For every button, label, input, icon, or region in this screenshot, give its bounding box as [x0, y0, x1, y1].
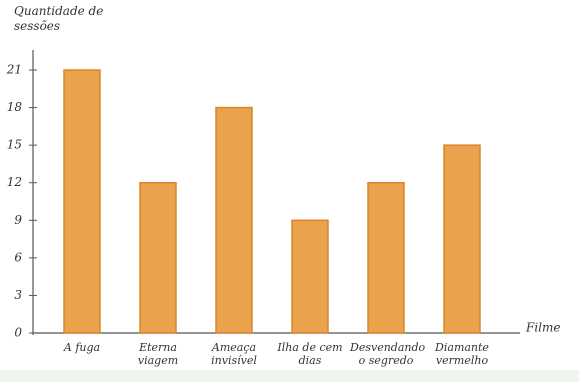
y-tick-label: 21	[6, 63, 22, 77]
y-tick-label: 3	[14, 288, 22, 302]
x-tick-label: Desvendando o segredo	[350, 341, 426, 367]
y-axis-label: Quantidade de sessões	[14, 4, 104, 33]
bar	[215, 106, 253, 334]
bar	[367, 181, 405, 334]
x-tick-label: Ilha de cem dias	[277, 341, 343, 367]
bar	[139, 181, 177, 334]
y-tick-label: 6	[14, 250, 22, 264]
y-tick-label: 18	[7, 100, 23, 114]
x-tick-label: Diamante vermelho	[435, 341, 489, 367]
x-tick-label: A fuga	[63, 341, 101, 354]
y-tick-label: 15	[7, 138, 22, 152]
x-tick-label: Ameaça invisível	[211, 341, 257, 367]
bottom-strip	[0, 370, 579, 382]
x-tick-label: Eterna viagem	[137, 341, 179, 367]
bar	[291, 219, 329, 334]
y-tick-label: 0	[14, 326, 22, 340]
bar	[63, 69, 101, 334]
y-tick-label: 12	[7, 175, 22, 189]
bar	[443, 144, 481, 334]
x-axis-label: Filme	[525, 321, 560, 335]
y-tick-label: 9	[14, 213, 22, 227]
